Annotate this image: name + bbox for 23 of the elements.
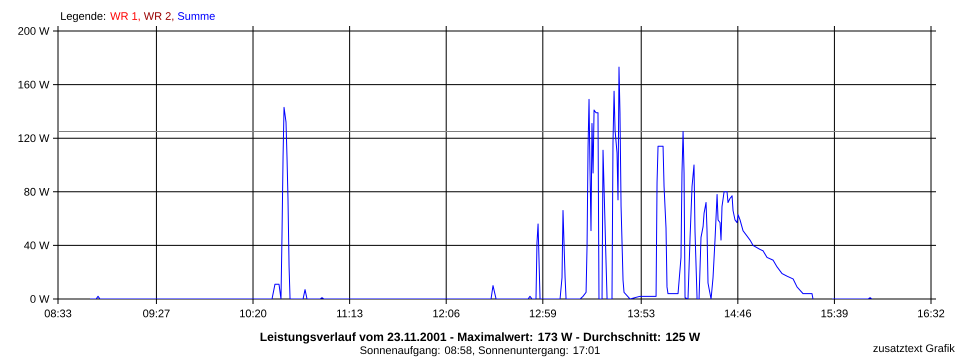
x-tick-label: 14:46 (724, 310, 752, 318)
y-tick-label: 120 W (18, 134, 50, 142)
text: Sonnenaufgang: 08:58, Sonnenuntergang: 17:01 (360, 346, 600, 356)
x-tick-label: 13:53 (628, 310, 654, 318)
x-tick-label: 11:13 (337, 310, 362, 318)
legend-label: WR 1, (110, 12, 140, 22)
x-tick-label: 15:39 (821, 310, 848, 318)
x-tick-label: 16:32 (918, 310, 944, 318)
x-tick-label: 09:27 (143, 310, 170, 318)
legend-title: Legende: (61, 12, 106, 22)
y-tick-label: 0 W (30, 295, 50, 303)
x-tick-label: 10:20 (240, 310, 266, 318)
x-tick-label: 08:33 (44, 310, 72, 318)
y-tick-label: 80 W (24, 188, 50, 196)
text: Leistungsverlauf vom 23.11.2001 - Maximalwert: 173 W - Durchschnitt: 125 W (260, 332, 700, 344)
x-tick-label: 12:06 (433, 310, 460, 318)
text: Summe (178, 12, 215, 20)
x-tick-label: 12:59 (530, 310, 556, 318)
text: zusatztext Grafik (873, 344, 955, 352)
legend-label: WR 2, (144, 12, 174, 22)
y-tick-label: 40 W (24, 242, 50, 250)
y-tick-label: 200 W (18, 27, 50, 35)
y-tick-label: 160 W (18, 80, 50, 88)
